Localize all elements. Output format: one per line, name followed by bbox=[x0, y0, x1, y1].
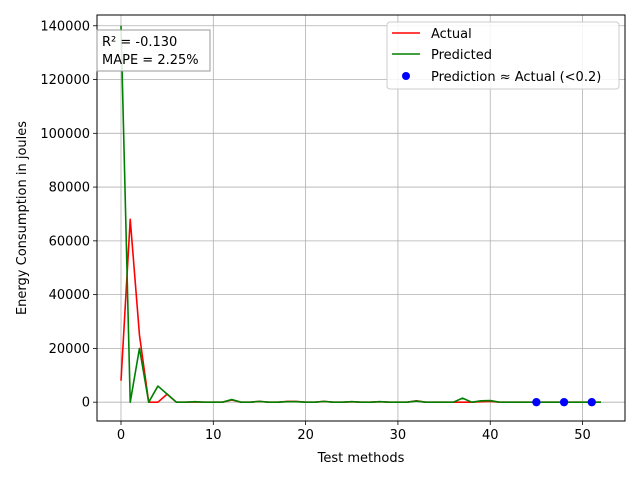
y-tick-label: 40000 bbox=[49, 288, 90, 303]
metrics-box-frame bbox=[96, 29, 211, 72]
legend-label-predicted: Predicted bbox=[431, 48, 492, 63]
highlight-point bbox=[559, 397, 569, 407]
x-tick-label: 40 bbox=[482, 428, 499, 443]
y-axis-title: Energy Consumption in joules bbox=[15, 121, 30, 315]
y-tick-label: 140000 bbox=[40, 19, 90, 34]
y-tick-label: 100000 bbox=[40, 127, 90, 142]
legend-frame bbox=[386, 21, 620, 90]
legend: Actual Predicted Prediction ≈ Actual (<0… bbox=[386, 21, 620, 90]
legend-label-actual: Actual bbox=[431, 27, 472, 42]
y-tick-label: 0 bbox=[82, 396, 90, 411]
ticks-layer: 0 10 20 30 40 50 0 20000 40000 60000 80000 100000 12… bbox=[40, 19, 590, 443]
highlight-point bbox=[587, 397, 596, 407]
series-layer bbox=[120, 25, 601, 403]
metrics-box: R² = -0.130 MAPE = 2.25% bbox=[96, 29, 211, 72]
y-tick-label: 120000 bbox=[40, 73, 90, 88]
x-tick-label: 10 bbox=[205, 428, 222, 443]
grid-layer bbox=[97, 15, 625, 421]
x-tick-label: 0 bbox=[117, 428, 125, 443]
x-axis-title: Test methods bbox=[317, 451, 405, 466]
mape-text: MAPE = 2.25% bbox=[102, 53, 199, 68]
legend-label-highlight: Prediction ≈ Actual (<0.2) bbox=[431, 70, 601, 85]
highlight-point bbox=[532, 397, 541, 407]
r-squared-text: R² = -0.130 bbox=[102, 35, 177, 50]
points-layer bbox=[532, 397, 596, 407]
x-tick-label: 50 bbox=[574, 428, 591, 443]
x-tick-label: 30 bbox=[390, 428, 407, 443]
series-line-predicted bbox=[120, 25, 601, 403]
plot-frame bbox=[96, 14, 626, 422]
y-tick-label: 80000 bbox=[49, 181, 90, 196]
y-tick-label: 60000 bbox=[49, 234, 90, 249]
y-tick-label: 20000 bbox=[49, 342, 90, 357]
x-tick-label: 20 bbox=[297, 428, 314, 443]
legend-swatch-highlight bbox=[402, 72, 410, 80]
